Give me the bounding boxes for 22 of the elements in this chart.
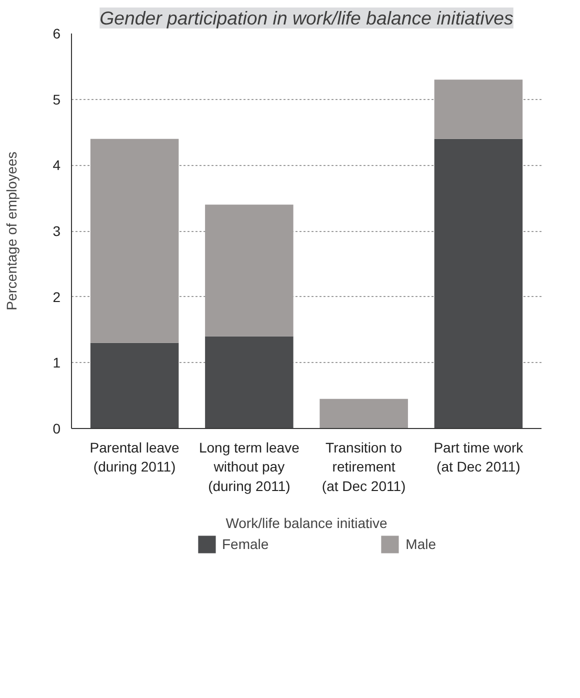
y-tick-label: 0: [52, 420, 61, 436]
bar: [90, 138, 179, 343]
x-axis-title: Work/life balance initiative: [226, 514, 388, 531]
y-tick-label: 6: [52, 26, 61, 42]
x-tick-label: Parental leave (during 2011): [90, 440, 180, 475]
x-tick-label: Transition to retirement (at Dec 2011): [322, 440, 406, 494]
bar: [90, 342, 179, 428]
y-tick-label: 4: [52, 157, 61, 174]
y-tick-label: 2: [52, 288, 61, 305]
x-tick-label: Long term leave without pay (during 2011): [198, 440, 300, 494]
legend-label: Female: [222, 536, 269, 552]
bar: [205, 204, 294, 336]
y-tick-label: 1: [52, 354, 61, 371]
bar: [434, 138, 523, 428]
bar: [205, 336, 294, 428]
y-tick-label: 5: [52, 91, 61, 108]
x-tick-label: Part time work (at Dec 2011): [434, 440, 524, 475]
y-axis-title: Percentage of employees: [4, 152, 20, 310]
legend-label: Male: [406, 536, 436, 552]
bar: [320, 398, 408, 428]
chart-title: Gender participation in work/life balance initiatives: [100, 8, 514, 28]
y-tick-label: 3: [52, 223, 61, 239]
